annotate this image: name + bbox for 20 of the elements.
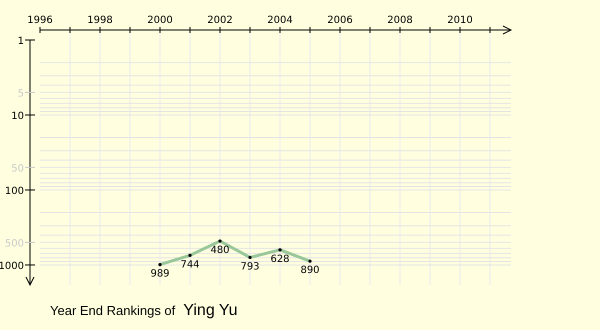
data-label: 890 (300, 265, 320, 276)
x-tick-label: 1996 (27, 15, 53, 26)
data-label: 744 (180, 259, 200, 270)
x-tick-label: 2010 (447, 15, 473, 26)
y-tick-label: 100 (4, 186, 24, 197)
data-label: 628 (270, 254, 290, 265)
data-label: 989 (150, 268, 170, 280)
y-tick-label: 1 (18, 36, 24, 47)
text: Year End Rankings of (50, 303, 176, 318)
y-tick-label: 1000 (0, 260, 24, 272)
x-tick-label: 2000 (147, 15, 173, 26)
x-tick-label: 1998 (87, 15, 113, 26)
data-label: 480 (210, 245, 230, 256)
x-tick-label: 2008 (387, 15, 413, 26)
y-tick-label: 10 (11, 110, 24, 122)
x-tick-label: 2006 (327, 15, 353, 26)
x-tick-label: 2004 (267, 15, 293, 26)
text: Ying Yu (183, 302, 238, 319)
x-tick-label: 2002 (207, 15, 233, 26)
data-label: 793 (240, 261, 260, 272)
